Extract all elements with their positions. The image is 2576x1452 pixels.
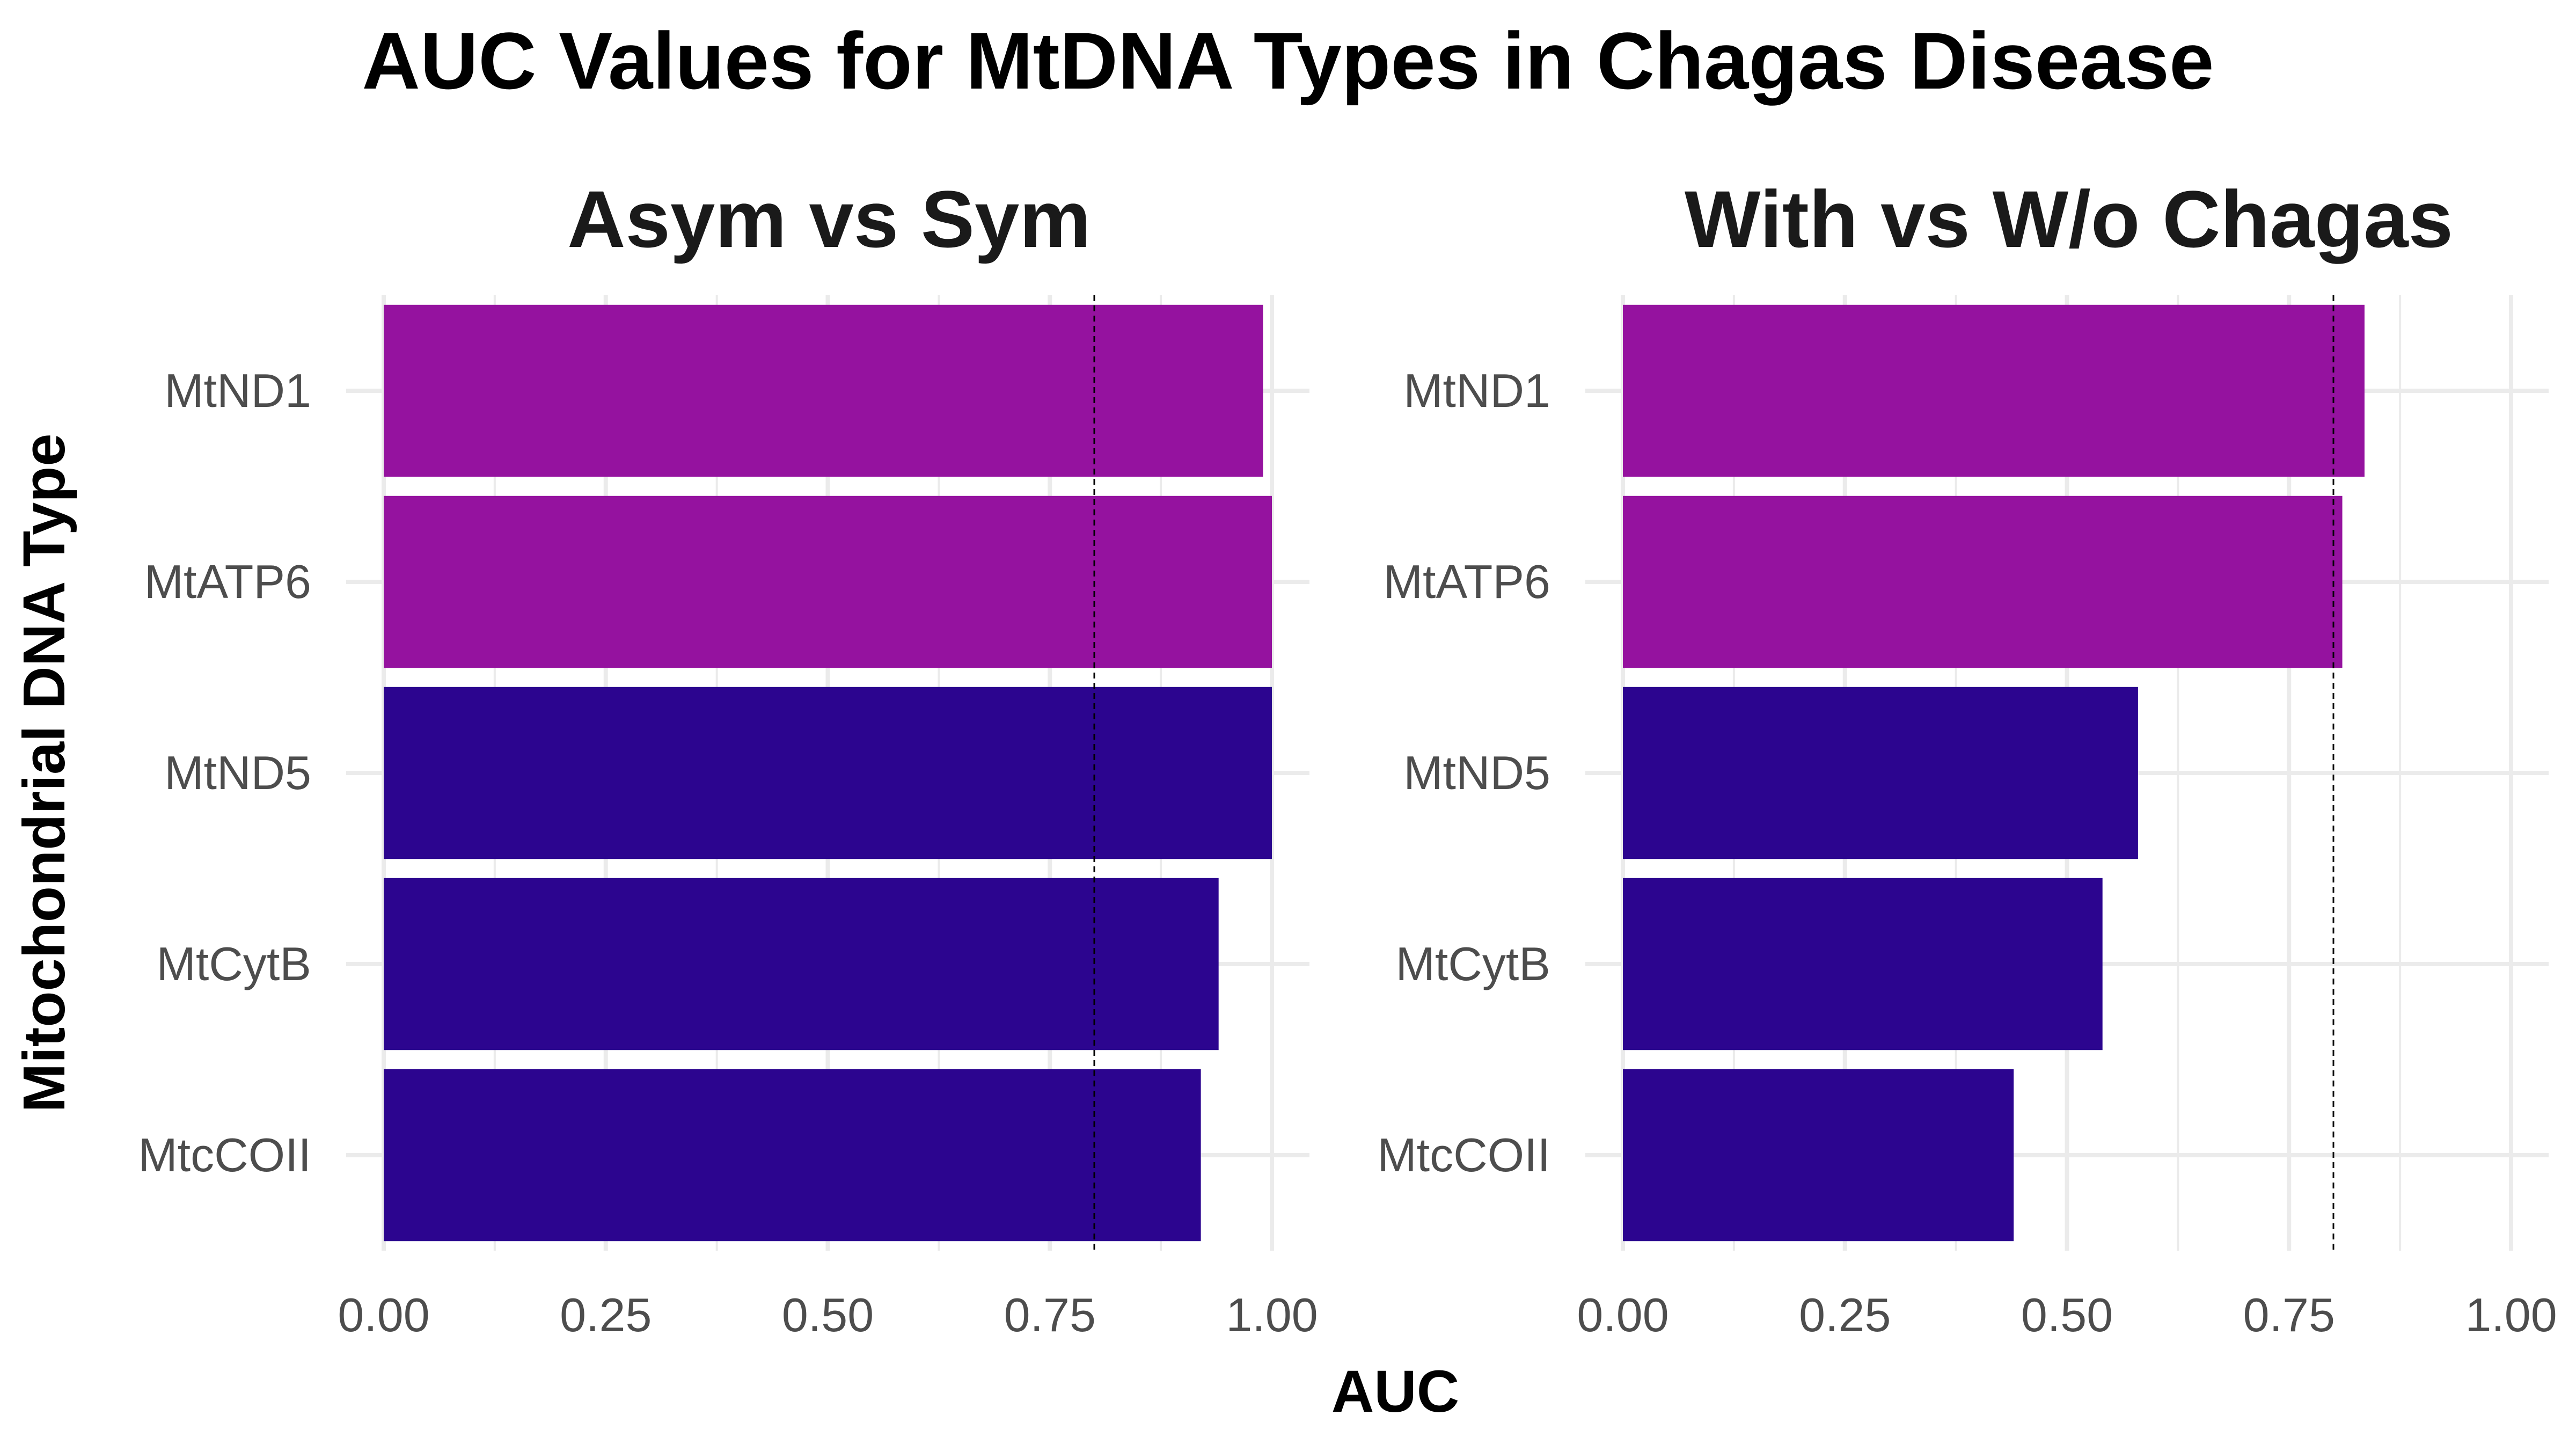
bar-MtCytB — [384, 878, 1219, 1050]
category-label: MtATP6 — [1384, 555, 1550, 608]
x-tick-label: 0.00 — [1577, 1288, 1668, 1341]
bar-MtND1 — [1623, 304, 2365, 477]
x-tick-label: 0.50 — [782, 1288, 874, 1341]
bar-MtND5 — [1623, 687, 2138, 859]
panel-title: With vs W/o Chagas — [1685, 174, 2453, 264]
category-label: MtCytB — [1396, 937, 1550, 990]
y-axis-label: Mitochondrial DNA Type — [11, 434, 77, 1113]
panel-2: MtND1 MtATP6 MtND5 MtCytB MtcCOII 0.00 0.25 0.5… — [1377, 174, 2557, 1341]
x-tick-label: 0.25 — [560, 1288, 652, 1341]
x-tick-label: 0.25 — [1799, 1288, 1891, 1341]
category-label: MtND5 — [164, 746, 311, 799]
x-tick-label: 0.00 — [338, 1288, 429, 1341]
chart-title: AUC Values for MtDNA Types in Chagas Dis… — [362, 16, 2214, 106]
bar-MtND1 — [384, 304, 1263, 477]
x-axis-label: AUC — [1331, 1359, 1459, 1425]
category-label: MtND5 — [1403, 746, 1550, 799]
category-label: MtCytB — [157, 937, 311, 990]
category-label: MtATP6 — [144, 555, 311, 608]
x-tick-label: 0.50 — [2021, 1288, 2113, 1341]
category-label: MtND1 — [164, 364, 311, 417]
bar-MtCytB — [1623, 878, 2103, 1050]
category-label: MtND1 — [1403, 364, 1550, 417]
category-label: MtcCOII — [138, 1128, 311, 1181]
x-tick-label: 1.00 — [2465, 1288, 2557, 1341]
bar-MtND5 — [384, 687, 1272, 859]
x-tick-label: 1.00 — [1226, 1288, 1318, 1341]
x-tick-label: 0.75 — [1004, 1288, 1096, 1341]
bar-MtATP6 — [384, 495, 1272, 668]
category-label: MtcCOII — [1377, 1128, 1550, 1181]
bar-MtcCOII — [1623, 1069, 2014, 1242]
panel-title: Asym vs Sym — [567, 174, 1091, 264]
x-tick-label: 0.75 — [2243, 1288, 2335, 1341]
bar-MtATP6 — [1623, 495, 2343, 668]
bar-MtcCOII — [384, 1069, 1201, 1242]
panel-1: MtND1 MtATP6 MtND5 MtCytB MtcCOII 0.00 0.25 0.5… — [138, 174, 1318, 1341]
